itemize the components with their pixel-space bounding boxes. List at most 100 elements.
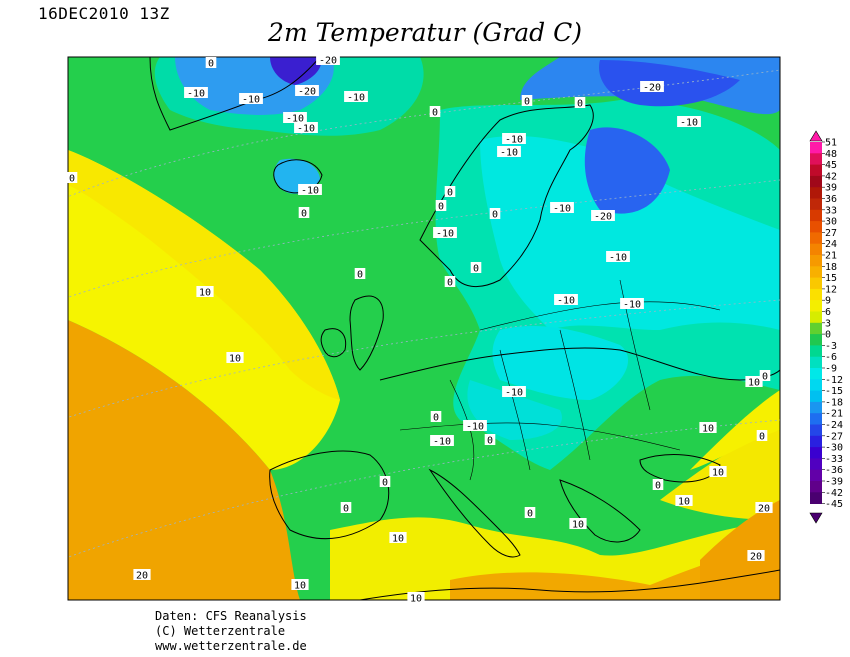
legend-tick-label: 24 [825,239,837,250]
contour-label: -20 [319,56,337,67]
contour-label-bg [283,112,307,123]
legend-tick-label: 33 [825,205,837,216]
contour-label: -10 [623,300,641,311]
legend-swatch [810,492,822,504]
field-warm-sw [68,320,300,600]
contour-label-bg [316,54,340,65]
coast-britain [349,295,384,371]
contour-label-bg [344,91,368,102]
contour-label: 0 [438,202,444,213]
contour-label-bg [407,592,425,603]
coast-north-africa [359,569,780,600]
contour-label-bg [354,268,366,279]
legend-tick-label: -27 [825,431,843,442]
contour-label-bg [430,411,442,422]
legend-swatch [810,424,822,437]
legend-swatch [810,322,822,335]
contour-label: -10 [347,93,365,104]
contour-label-bg [620,298,644,309]
legend-tick-labels: 51484542393633302724211815129630-3-6-9-1… [822,138,843,510]
legend-swatch [810,413,822,425]
contour-label: 0 [473,264,479,275]
contour-label: 10 [199,288,211,299]
contour-label: -10 [553,204,571,215]
contour-label: 0 [447,278,453,289]
contour-label-bg [502,133,526,144]
legend-tick-label: -45 [825,499,843,510]
contour-label: 0 [527,509,533,520]
contour-label: -10 [466,422,484,433]
legend-swatch [810,469,822,482]
contour-label: -10 [187,89,205,100]
legend-swatch [810,300,822,312]
contour-label: 0 [759,432,765,443]
legend-swatch [810,311,822,324]
field-orange-africa [450,545,780,600]
map-title: 2m Temperatur (Grad C) [268,18,582,47]
legend-swatch [810,153,822,165]
triangle-down-icon [809,512,823,524]
triangle-up-icon [809,130,823,142]
contour-label: 0 [433,413,439,424]
legend-swatch [810,187,822,199]
contour-label-bg [295,85,319,96]
contour-label-bg [389,532,407,543]
legend-swatch [810,379,822,391]
legend-tick-label: 39 [825,183,837,194]
contour-label: 10 [294,581,306,592]
legend-swatch [810,266,822,278]
contour-label-bg [470,262,482,273]
legend-swatch [810,277,822,290]
contour-label-bg [709,466,727,477]
legend-tick-label: -9 [825,364,837,375]
contour-label: 0 [524,97,530,108]
graticule-line [68,299,780,418]
contour-label-bg [756,430,768,441]
coast-ireland [320,328,347,358]
contour-label-bg [554,294,578,305]
contour-label: 0 [762,372,768,383]
legend-tick-label: -12 [825,375,843,386]
contour-label-bg [521,95,533,106]
legend-tick-label: -21 [825,409,843,420]
contour-label: 0 [447,188,453,199]
contour-label: 10 [678,497,690,508]
contour-label-bg [759,370,771,381]
legend-tick-label: 0 [825,330,831,341]
contour-label: 0 [487,436,493,447]
contour-label-bg [184,87,208,98]
contour-label: -10 [433,437,451,448]
contour-label-bg [340,502,352,513]
contour-label-bg [574,97,586,108]
copyright: (C) Wetterzentrale [155,624,286,638]
border-line [449,379,475,481]
legend-tick-label: 27 [825,228,837,239]
contour-label-bg [433,227,457,238]
contour-label: -10 [505,388,523,399]
field-blue-kola [599,60,740,107]
contour-label: 0 [69,174,75,185]
contour-label: 0 [432,108,438,119]
contour-label: 10 [410,594,422,605]
contour-label-bg [196,286,214,297]
legend-tick-label: 6 [825,307,831,318]
contour-label-bg [226,352,244,363]
contour-label: 0 [382,478,388,489]
field-yellow-blacksea [690,390,780,470]
legend-tick-label: -42 [825,488,843,499]
contour-label-bg [429,106,441,117]
contour-label-bg [294,122,318,133]
contour-label-bg [745,376,763,387]
legend-swatch [810,232,822,245]
legend-swatch [810,334,822,346]
legend-swatch [810,481,822,493]
contour-label-bg [435,200,447,211]
contour-label-bg [133,569,151,580]
contour-label: 10 [702,424,714,435]
contour-label-bg [463,420,487,431]
legend-swatch [810,345,822,358]
legend-swatch [810,243,822,256]
contour-label: -10 [301,186,319,197]
